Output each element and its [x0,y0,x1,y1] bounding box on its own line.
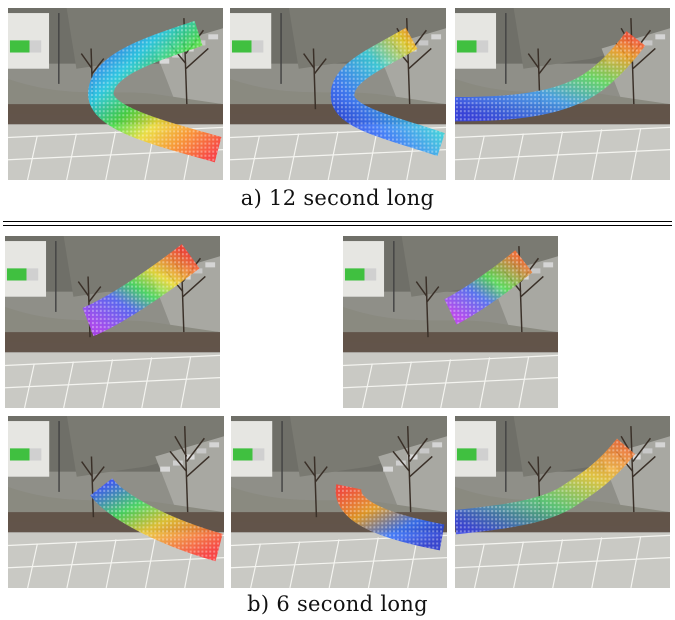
caption-b: b) 6 second long [247,592,428,616]
caption-a: a) 12 second long [240,186,435,210]
frame-b2 [343,236,558,408]
frame-b3 [8,416,224,588]
divider-bottom [3,225,672,226]
frame-b4 [231,416,447,588]
frame-a3 [455,8,670,180]
divider-top [3,221,672,222]
frame-b1 [5,236,220,408]
frame-a2 [230,8,446,180]
frame-a1 [8,8,223,180]
frame-b5 [455,416,670,588]
